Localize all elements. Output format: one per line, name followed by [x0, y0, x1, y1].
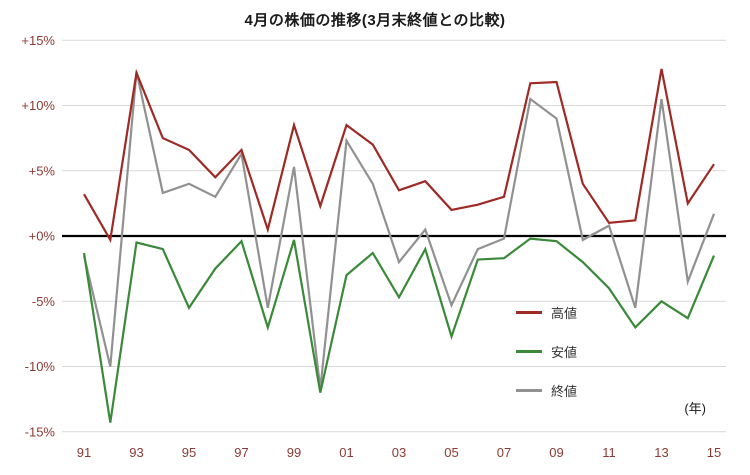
y-tick-label: -5% [32, 294, 56, 309]
x-tick-label: 15 [707, 445, 721, 460]
legend-label-low: 安値 [551, 345, 578, 360]
x-tick-label: 91 [77, 445, 91, 460]
low-line [82, 237, 716, 423]
y-tick-label: +5% [29, 163, 56, 178]
y-tick-label: +0% [29, 229, 56, 244]
x-tick-label: 97 [234, 445, 248, 460]
low-line-swatch [516, 350, 542, 353]
x-tick-label: 07 [497, 445, 511, 460]
x-tick-label: 03 [392, 445, 406, 460]
chart-title: 4月の株価の推移(3月末終値との比較) [244, 12, 506, 29]
close-line [82, 71, 716, 389]
legend: 高値 安値 終値 [516, 303, 577, 400]
x-tick-label: 99 [287, 445, 301, 460]
legend-item-low: 安値 [516, 342, 577, 361]
y-tick-label: +10% [21, 98, 55, 113]
high-line [83, 68, 715, 244]
high-line-swatch [516, 311, 542, 314]
x-tick-label: 95 [182, 445, 196, 460]
y-tick-label: -15% [25, 424, 56, 439]
close-line-swatch [516, 389, 542, 392]
x-tick-label: 09 [549, 445, 563, 460]
x-axis-unit-label: (年) [684, 401, 706, 416]
x-tick-label: 13 [654, 445, 668, 460]
x-tick-label: 93 [129, 445, 143, 460]
legend-label-close: 終値 [551, 384, 578, 399]
x-tick-label: 01 [339, 445, 353, 460]
legend-label-high: 高値 [551, 306, 578, 321]
y-tick-label: -10% [25, 359, 56, 374]
legend-item-high: 高値 [516, 303, 577, 322]
legend-item-close: 終値 [516, 381, 577, 400]
x-tick-label: 11 [602, 445, 616, 460]
x-tick-label: 05 [444, 445, 458, 460]
y-tick-label: +15% [21, 33, 55, 48]
